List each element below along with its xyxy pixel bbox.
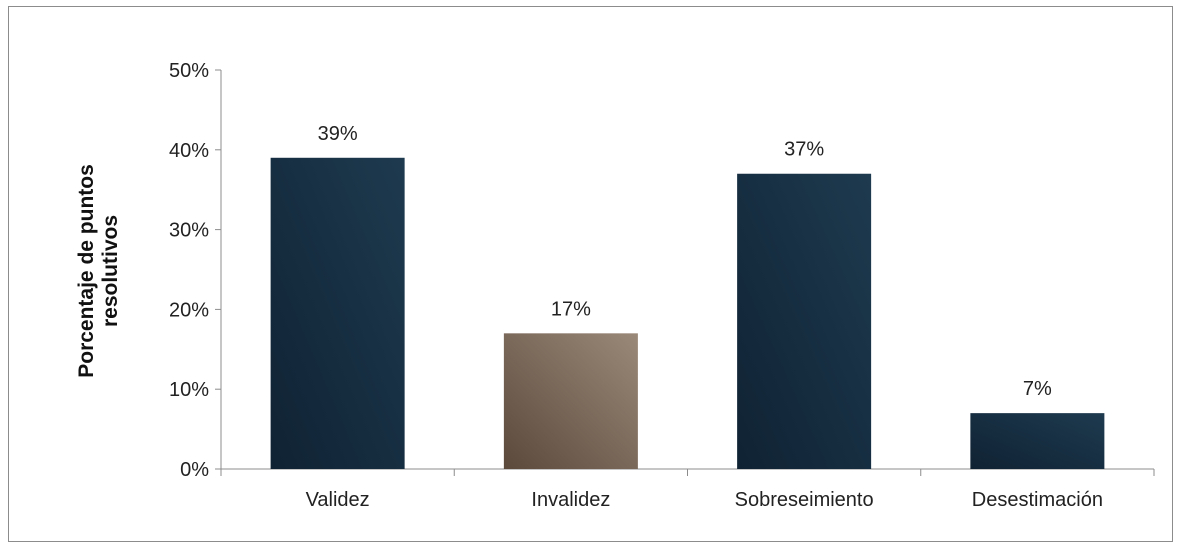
y-tick-label: 10% (169, 379, 209, 401)
bar-sobreseimiento (737, 173, 872, 470)
data-label: 7% (1023, 378, 1052, 400)
data-label: 39% (318, 123, 358, 145)
y-axis-title-line-2: resolutivos (99, 215, 122, 327)
data-label: 37% (784, 139, 824, 161)
y-tick-label: 20% (169, 299, 209, 321)
labels: 39% Validez 17% Invalidez 37% Sobreseimiento 7… (306, 123, 1103, 511)
x-category-label: Sobreseimiento (735, 489, 874, 511)
x-category-label: Invalidez (531, 489, 610, 511)
y-tick-label: 50% (169, 60, 209, 82)
y-axis-title: Porcentaje de puntos resolutivos (75, 164, 122, 378)
y-axis-title-line-1: Porcentaje de puntos (75, 164, 98, 378)
y-tick-label: 30% (169, 220, 209, 242)
x-category-label: Desestimación (972, 489, 1103, 511)
x-category-label: Validez (306, 489, 370, 511)
bars (270, 157, 1105, 470)
bar-desestimación (970, 413, 1105, 469)
y-tick-label: 0% (180, 459, 209, 481)
bar-validez (270, 157, 405, 469)
y-tick-label: 40% (169, 140, 209, 162)
data-label: 17% (551, 298, 591, 320)
bar-invalidez (503, 333, 638, 469)
